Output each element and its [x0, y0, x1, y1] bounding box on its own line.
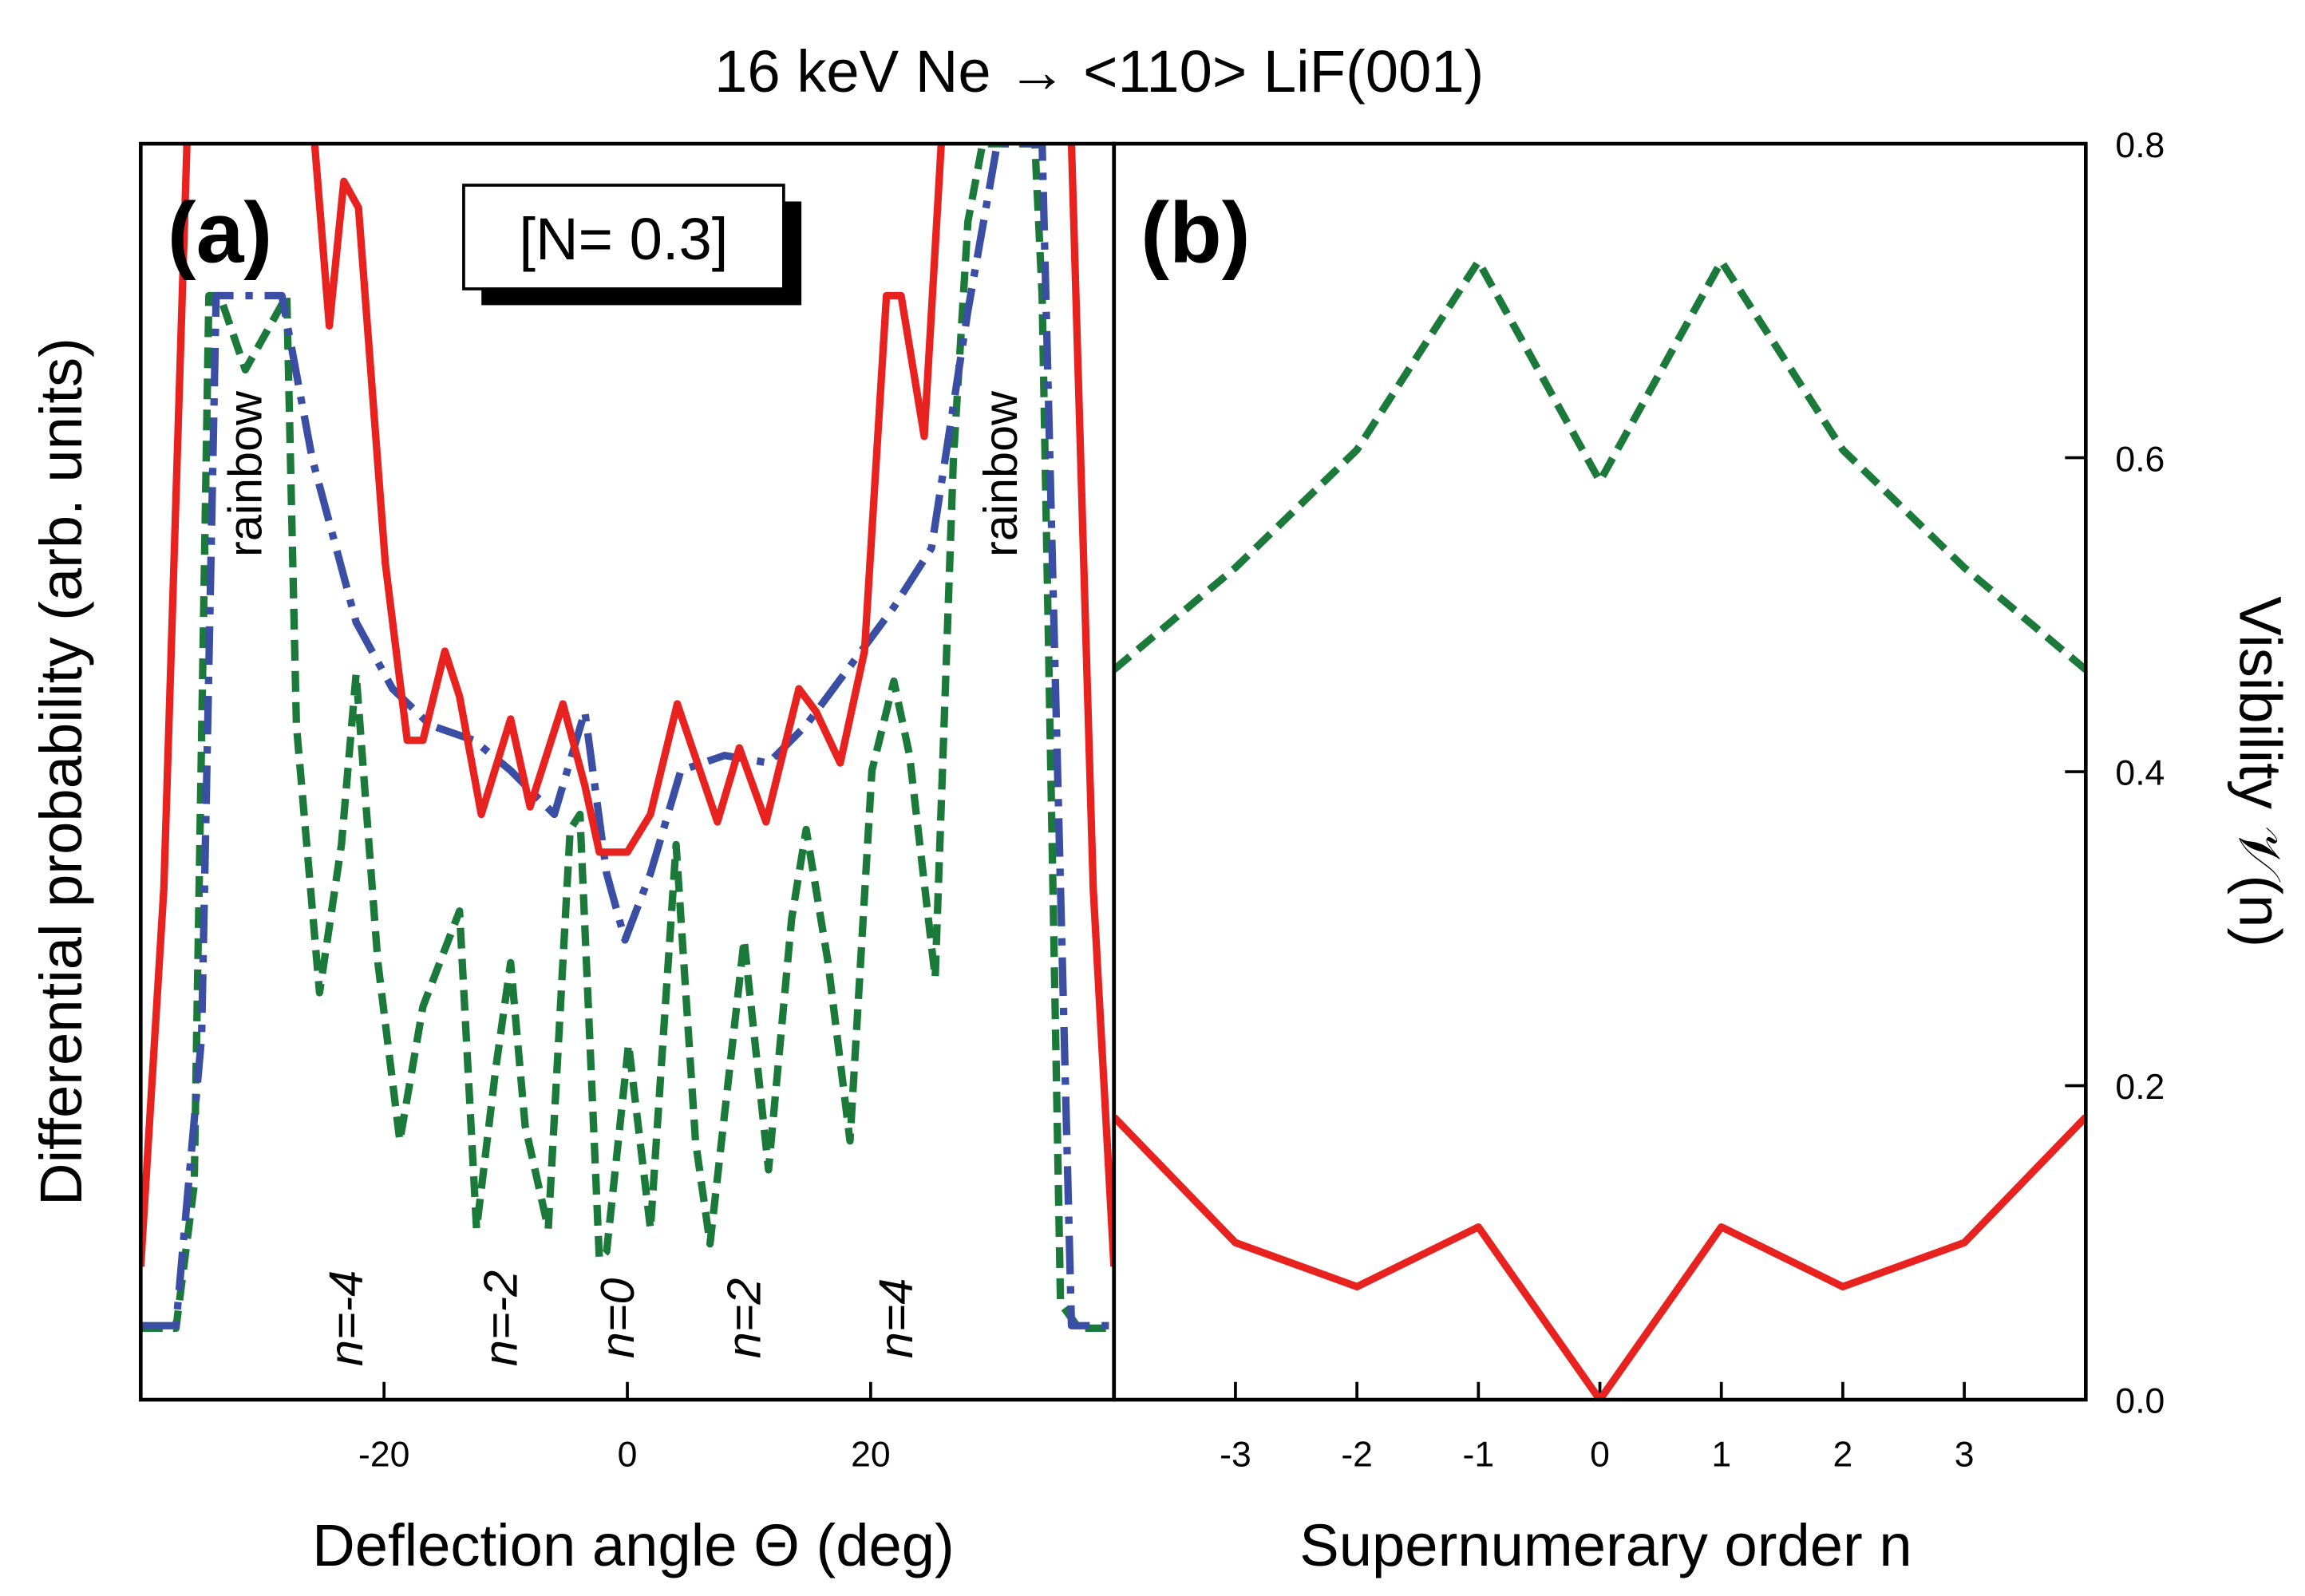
x-tick-label: 0 — [618, 1436, 638, 1475]
y-tick-label: 0.8 — [2115, 126, 2165, 165]
panel-label: (a) — [168, 185, 273, 281]
panel-label: (b) — [1141, 185, 1250, 281]
y-tick-label: 0.4 — [2115, 754, 2165, 793]
y-axis-label: Differential probability (arb. units) — [28, 338, 94, 1206]
x-tick-label: 0 — [1590, 1436, 1610, 1475]
note-box — [462, 184, 785, 290]
note: [N= 0.3] — [519, 206, 728, 272]
annotation: n=4 — [869, 1278, 923, 1359]
y-tick-label: 0.6 — [2115, 440, 2165, 479]
x-tick-label: 20 — [851, 1436, 891, 1475]
data-line — [140, 144, 1114, 1267]
y-axis-label: Visibility 𝒱(n) — [2227, 596, 2293, 947]
x-tick-label: 2 — [1833, 1436, 1853, 1475]
plot-frame — [1112, 141, 2088, 1402]
annotation: n=0 — [591, 1278, 644, 1359]
x-tick-label: 1 — [1711, 1436, 1731, 1475]
x-tick-label: 3 — [1955, 1436, 1975, 1475]
x-axis-label: Deflection angle Θ (deg) — [312, 1512, 955, 1578]
x-axis-label: Supernumerary order n — [1299, 1512, 1912, 1578]
x-tick-label: -1 — [1463, 1436, 1495, 1475]
data-line — [1113, 258, 2086, 673]
x-tick-label: -3 — [1220, 1436, 1251, 1475]
annotation: n=-2 — [474, 1270, 528, 1367]
x-tick-label: -20 — [358, 1436, 409, 1475]
plot-area — [1113, 258, 2086, 1400]
y-tick-label: 0.0 — [2115, 1382, 2165, 1421]
y-tick-label: 0.2 — [2115, 1068, 2165, 1107]
annotation: rainbow — [974, 390, 1027, 557]
annotation: n=-4 — [319, 1270, 373, 1367]
data-line — [1113, 1114, 2086, 1400]
annotation: rainbow — [218, 390, 271, 557]
plot-area — [140, 144, 1114, 1333]
x-tick-label: -2 — [1341, 1436, 1373, 1475]
data-line — [141, 144, 1112, 1329]
figure-title: 16 keV Ne → <110> LiF(001) — [714, 38, 1484, 105]
annotation: n=2 — [717, 1278, 770, 1359]
data-line — [141, 144, 1112, 1333]
